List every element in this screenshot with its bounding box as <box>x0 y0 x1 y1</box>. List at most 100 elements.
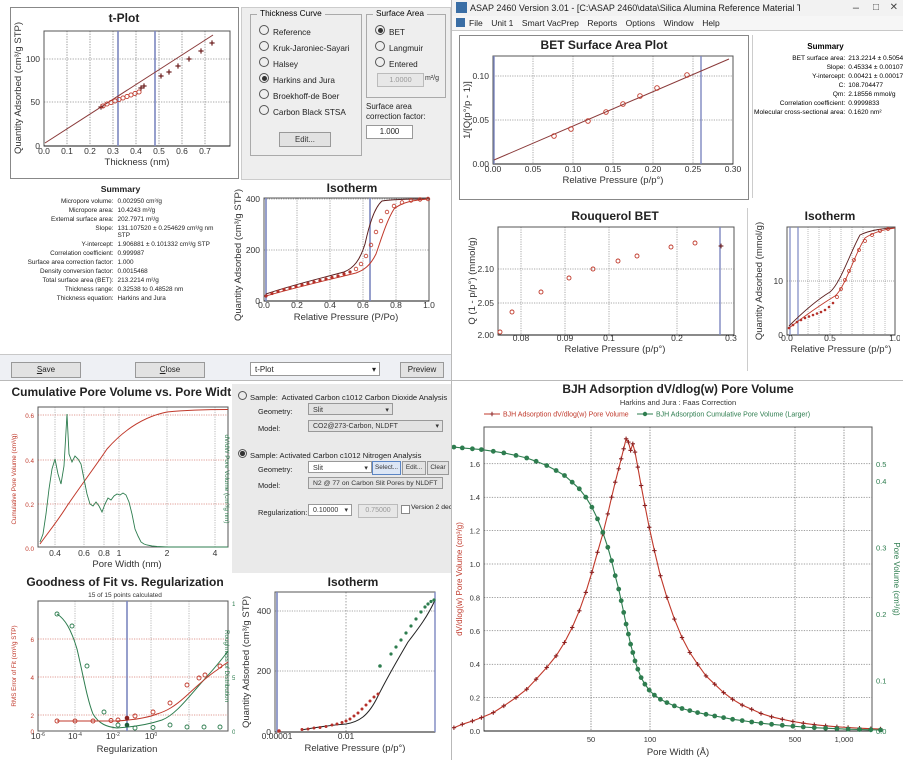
svg-text:500: 500 <box>789 735 802 744</box>
svg-text:0.8: 0.8 <box>470 593 480 602</box>
svg-text:RMS Error of Fit (cm³/g STP): RMS Error of Fit (cm³/g STP) <box>11 625 18 706</box>
svg-text:0.00001: 0.00001 <box>262 731 293 741</box>
svg-text:Relative Pressure (P/Po): Relative Pressure (P/Po) <box>294 312 399 323</box>
svg-text:0.1: 0.1 <box>603 333 615 343</box>
svg-text:1.0: 1.0 <box>470 560 480 569</box>
svg-text:0.5: 0.5 <box>876 460 886 469</box>
svg-text:10-2: 10-2 <box>106 731 120 741</box>
svg-text:Q (1 - p/p°) (mmol/g): Q (1 - p/p°) (mmol/g) <box>467 237 478 324</box>
svg-text:BJH Adsorption Cumulative Pore: BJH Adsorption Cumulative Pore Volume (L… <box>656 412 810 419</box>
svg-text:Relative Pressure (p/p°): Relative Pressure (p/p°) <box>791 344 892 355</box>
svg-text:0.10: 0.10 <box>472 71 489 81</box>
svg-text:0.4: 0.4 <box>25 458 34 465</box>
svg-text:0.1: 0.1 <box>876 677 886 686</box>
svg-text:2.10: 2.10 <box>477 264 494 274</box>
svg-text:Quantity Adsorbed (mmol/g): Quantity Adsorbed (mmol/g) <box>754 222 765 340</box>
svg-text:Pore Width (nm): Pore Width (nm) <box>92 559 161 570</box>
svg-text:10: 10 <box>774 276 784 286</box>
svg-text:0.6: 0.6 <box>25 413 34 420</box>
svg-text:0.2: 0.2 <box>25 502 34 509</box>
svg-text:dV/dlog(w) Pore Volume (cm³/g): dV/dlog(w) Pore Volume (cm³/g) <box>455 522 464 636</box>
svg-text:15 of 15 points calculated: 15 of 15 points calculated <box>88 592 162 599</box>
svg-text:0.8: 0.8 <box>98 548 110 558</box>
svg-text:0.20: 0.20 <box>645 164 662 174</box>
svg-text:Relative Pressure (p/p°): Relative Pressure (p/p°) <box>565 344 666 355</box>
svg-text:0.4: 0.4 <box>470 660 480 669</box>
svg-text:0.2: 0.2 <box>876 610 886 619</box>
svg-text:1.4: 1.4 <box>470 493 480 502</box>
svg-text:0.01: 0.01 <box>338 731 355 741</box>
svg-text:0.7: 0.7 <box>199 146 211 156</box>
svg-text:0.6: 0.6 <box>470 627 480 636</box>
svg-text:0.2: 0.2 <box>84 146 96 156</box>
svg-text:100: 100 <box>145 731 157 741</box>
svg-text:0.05: 0.05 <box>525 164 542 174</box>
svg-text:0.6: 0.6 <box>176 146 188 156</box>
svg-text:4: 4 <box>30 675 34 682</box>
svg-text:1.0: 1.0 <box>889 333 900 343</box>
svg-text:0.3: 0.3 <box>107 146 119 156</box>
svg-text:0.4: 0.4 <box>49 548 61 558</box>
svg-text:1: 1 <box>117 548 122 558</box>
svg-text:0.30: 0.30 <box>725 164 742 174</box>
svg-text:Relative Pressure (p/p°): Relative Pressure (p/p°) <box>563 175 664 186</box>
svg-text:100: 100 <box>26 54 40 64</box>
svg-text:100: 100 <box>232 601 235 608</box>
svg-text:0.0: 0.0 <box>38 146 50 156</box>
svg-text:Quantity Adsorbed (cm³/g STP): Quantity Adsorbed (cm³/g STP) <box>13 22 24 154</box>
svg-text:0.0: 0.0 <box>25 546 34 553</box>
svg-text:0.1: 0.1 <box>61 146 73 156</box>
svg-text:10-4: 10-4 <box>68 731 82 741</box>
svg-text:50: 50 <box>232 675 235 682</box>
svg-text:Thickness (nm): Thickness (nm) <box>105 157 170 168</box>
svg-text:0.4: 0.4 <box>130 146 142 156</box>
svg-text:0.6: 0.6 <box>357 300 369 310</box>
svg-text:2.05: 2.05 <box>477 298 494 308</box>
svg-text:1/[Q(p°/p - 1)]: 1/[Q(p°/p - 1)] <box>462 81 473 139</box>
svg-text:Regularization: Regularization <box>97 744 158 755</box>
svg-text:BET Surface Area Plot: BET Surface Area Plot <box>541 38 668 52</box>
svg-text:0.8: 0.8 <box>390 300 402 310</box>
svg-text:0.25: 0.25 <box>685 164 702 174</box>
svg-text:0.0: 0.0 <box>470 727 480 736</box>
svg-text:Quantity Adsorbed (cm³/g STP): Quantity Adsorbed (cm³/g STP) <box>233 189 244 321</box>
svg-text:2.00: 2.00 <box>477 330 494 340</box>
svg-text:Relative Pressure (p/p°): Relative Pressure (p/p°) <box>305 743 406 754</box>
svg-text:Isotherm: Isotherm <box>805 209 856 223</box>
svg-text:0.5: 0.5 <box>153 146 165 156</box>
svg-text:0.2: 0.2 <box>671 333 683 343</box>
svg-text:dV/dW Pore Volume (cm³/g nm): dV/dW Pore Volume (cm³/g nm) <box>223 435 230 524</box>
svg-text:1.0: 1.0 <box>423 300 435 310</box>
svg-text:0.15: 0.15 <box>605 164 622 174</box>
svg-text:0: 0 <box>232 729 235 736</box>
svg-text:0.0: 0.0 <box>781 333 793 343</box>
svg-text:Pore Width (Å): Pore Width (Å) <box>647 747 709 758</box>
svg-text:0.10: 0.10 <box>565 164 582 174</box>
svg-text:50: 50 <box>31 97 41 107</box>
svg-text:Harkins and Jura : Faas Correc: Harkins and Jura : Faas Correction <box>620 398 736 407</box>
svg-text:200: 200 <box>246 245 260 255</box>
svg-text:2: 2 <box>30 713 34 720</box>
svg-text:0.08: 0.08 <box>513 333 530 343</box>
svg-text:200: 200 <box>257 666 271 676</box>
svg-text:Goodness of Fit vs. Regulariza: Goodness of Fit vs. Regularization <box>26 575 223 589</box>
svg-text:0.2: 0.2 <box>470 694 480 703</box>
svg-text:0.0: 0.0 <box>258 300 270 310</box>
svg-text:0.05: 0.05 <box>472 115 489 125</box>
svg-text:400: 400 <box>257 606 271 616</box>
svg-text:Cumulative Pore Volume vs. Por: Cumulative Pore Volume vs. Pore Width <box>11 385 235 399</box>
svg-text:0.2: 0.2 <box>291 300 303 310</box>
svg-text:10-6: 10-6 <box>31 731 45 741</box>
svg-text:BJH Adsorption dV/dlog(w) Pore: BJH Adsorption dV/dlog(w) Pore Volume <box>503 412 629 419</box>
svg-text:0.4: 0.4 <box>876 477 886 486</box>
svg-text:Pore Volume (cm³/g): Pore Volume (cm³/g) <box>892 542 901 616</box>
svg-text:Isotherm: Isotherm <box>327 182 378 195</box>
svg-text:Rouquerol BET: Rouquerol BET <box>571 209 659 223</box>
svg-text:50: 50 <box>587 735 595 744</box>
svg-text:Cumulative Pore Volume (cm³/g): Cumulative Pore Volume (cm³/g) <box>11 434 18 525</box>
svg-text:6: 6 <box>30 637 34 644</box>
svg-text:0.3: 0.3 <box>725 333 737 343</box>
svg-text:0.4: 0.4 <box>324 300 336 310</box>
svg-text:2: 2 <box>165 548 170 558</box>
svg-text:1.2: 1.2 <box>470 527 480 536</box>
